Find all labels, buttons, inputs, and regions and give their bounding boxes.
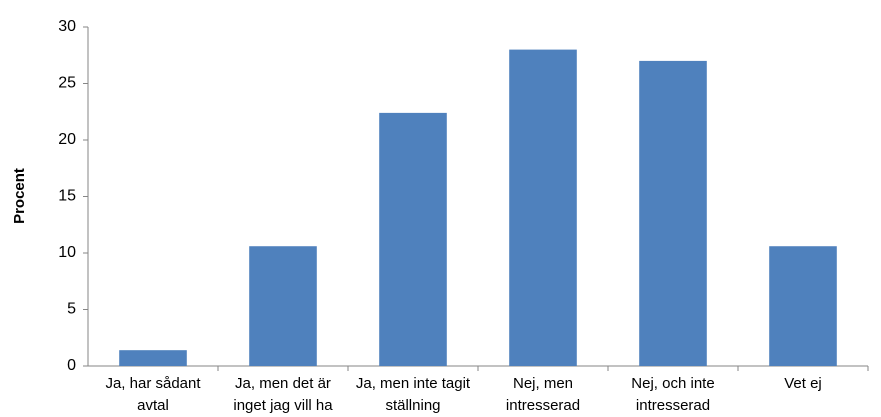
y-tick-label: 0 bbox=[67, 357, 76, 374]
bar bbox=[509, 49, 577, 366]
y-tick-label: 10 bbox=[58, 244, 76, 261]
bar bbox=[249, 246, 317, 366]
y-axis-label: Procent bbox=[11, 168, 28, 224]
x-tick-label: Vet ej bbox=[784, 375, 822, 392]
bar bbox=[119, 350, 187, 366]
y-tick-label: 20 bbox=[58, 131, 76, 148]
x-tick-label: Ja, men inte tagit ställning bbox=[355, 375, 471, 414]
bar bbox=[639, 60, 707, 367]
x-tick-label: Nej, men intresserad bbox=[505, 375, 581, 414]
y-tick-label: 15 bbox=[58, 188, 76, 205]
bar bbox=[379, 112, 447, 366]
bar bbox=[769, 246, 837, 366]
x-tick-label: Nej, och inte intresserad bbox=[631, 375, 715, 414]
y-tick-label: 30 bbox=[58, 18, 76, 35]
y-tick-label: 25 bbox=[58, 75, 76, 92]
x-tick-label: Ja, har sådant avtal bbox=[105, 375, 201, 414]
x-tick-label: Ja, men det är inget jag vill ha bbox=[233, 375, 333, 414]
y-tick-label: 5 bbox=[67, 301, 76, 318]
